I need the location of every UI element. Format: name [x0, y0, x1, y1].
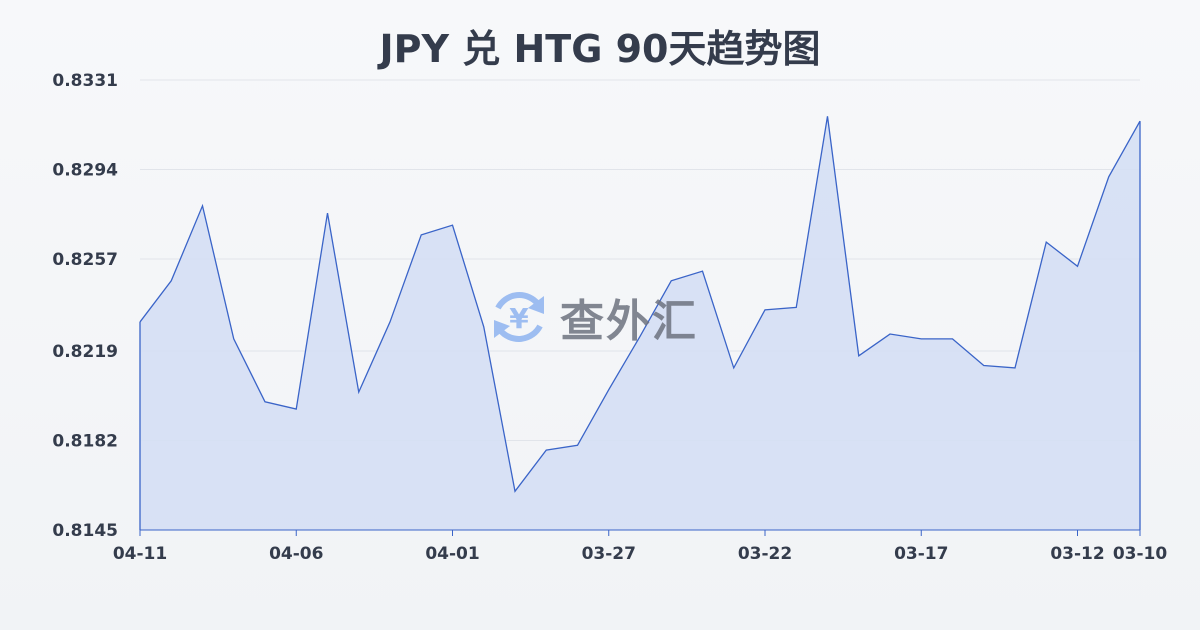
x-tick-label: 04-06 [269, 544, 323, 564]
x-tick-label: 03-17 [894, 544, 948, 564]
x-tick-label: 03-12 [1050, 544, 1104, 564]
area-fill [140, 116, 1140, 531]
y-tick-label: 0.8331 [52, 71, 118, 91]
x-tick-label: 03-10 [1113, 544, 1168, 564]
watermark: ¥ 查外汇 [488, 285, 698, 349]
y-tick-label: 0.8219 [52, 342, 118, 362]
yen-exchange-icon: ¥ [494, 292, 544, 342]
chart-title: JPY 兑 HTG 90天趋势图 [379, 27, 821, 71]
x-tick-label: 04-11 [113, 544, 167, 564]
svg-text:¥: ¥ [509, 302, 529, 335]
x-tick-label: 04-01 [425, 544, 479, 564]
y-tick-label: 0.8257 [52, 250, 118, 270]
watermark-text: 查外汇 [560, 296, 698, 347]
x-tick-label: 03-22 [738, 544, 792, 564]
y-tick-label: 0.8294 [52, 161, 118, 181]
y-tick-label: 0.8182 [52, 431, 118, 451]
x-tick-label: 03-27 [582, 544, 636, 564]
y-tick-label: 0.8145 [52, 521, 118, 541]
